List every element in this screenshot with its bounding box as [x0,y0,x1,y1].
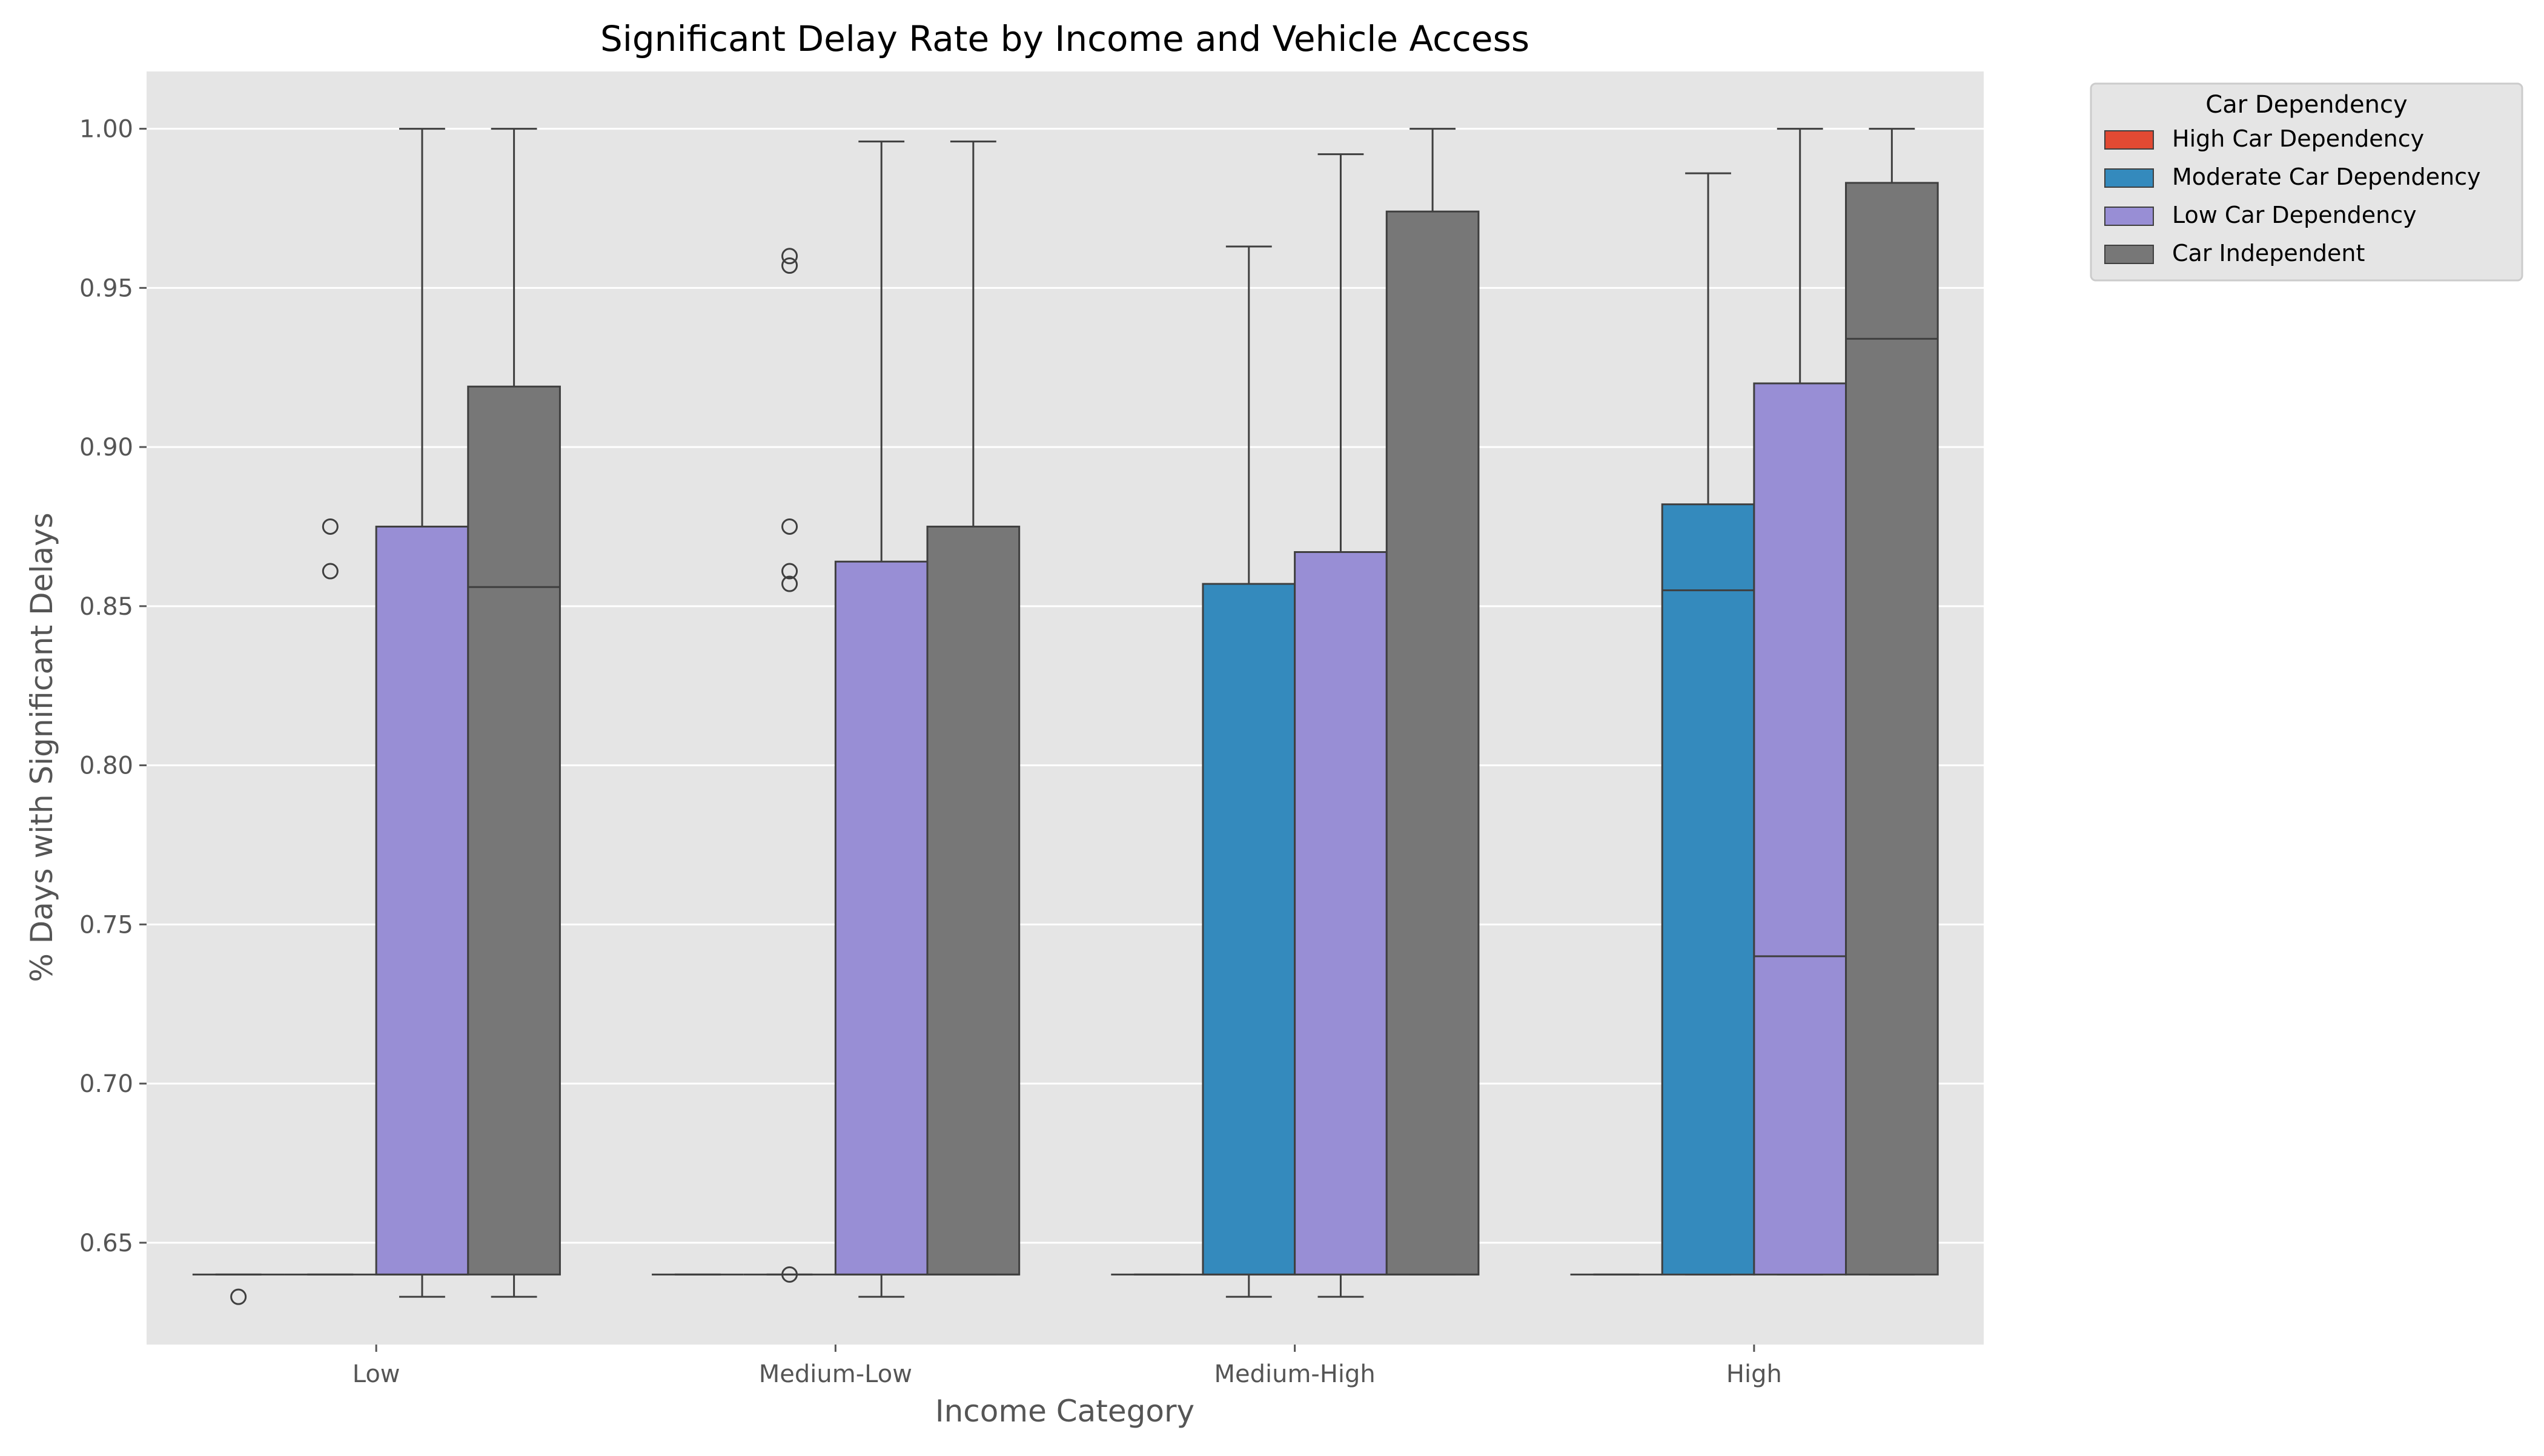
box-plot [1753,128,1847,1276]
box [1202,583,1296,1276]
legend-label: Low Car Dependency [2172,202,2417,228]
legend-frame [2090,82,2523,282]
legend-label: High Car Dependency [2172,125,2424,152]
x-axis-label: Income Category [935,1394,1194,1429]
legend-swatch [2104,168,2154,188]
box-plot [467,128,561,1298]
legend-swatch [2104,207,2154,226]
box-plot [1661,172,1755,1276]
legend-item: High Car Dependency [2104,125,2424,152]
x-tick-label: Low [353,1360,400,1388]
box-plot [375,128,469,1298]
legend: Car Dependency High Car Dependency Modera… [2090,82,2523,282]
y-tick-label: 0.95 [79,274,133,302]
box [1294,551,1388,1276]
chart-title: Significant Delay Rate by Income and Veh… [600,18,1529,59]
y-tick-label: 0.90 [79,434,133,462]
outlier-point [781,1266,798,1283]
x-tick-label: Medium-High [1214,1360,1375,1388]
x-tick-label: Medium-Low [759,1360,912,1388]
legend-label: Car Independent [2172,240,2365,266]
box [1385,210,1480,1276]
outlier-point [781,257,798,274]
box [375,525,469,1276]
legend-label: Moderate Car Dependency [2172,164,2481,190]
legend-swatch [2104,245,2154,264]
y-tick-label: 1.00 [79,116,133,144]
legend-item: Car Independent [2104,240,2365,266]
box-plot [1845,128,1939,1276]
box [1753,382,1847,1276]
y-axis-label: % Days with Significant Delays [24,512,59,982]
box-plot [1294,153,1388,1298]
y-tick-label: 0.80 [79,752,133,780]
box-plots [192,128,1939,1305]
y-tick-label: 0.75 [79,911,133,939]
axis-ticks: 0.65 0.70 0.75 0.80 0.85 0.90 0.95 1.00 Low Mediu… [79,116,1782,1388]
outlier-point [322,563,339,580]
box-plot [1385,128,1480,1276]
outlier-point [781,518,798,535]
legend-item: Low Car Dependency [2104,202,2417,228]
box-plot [284,518,377,1276]
box [1845,182,1939,1276]
box [834,560,929,1276]
legend-swatch [2104,130,2154,150]
outlier-point [230,1288,247,1305]
legend-items: High Car Dependency Moderate Car Dependen… [2104,125,2481,266]
box [926,525,1021,1276]
outlier-point [781,575,798,592]
box [1661,503,1755,1276]
y-tick-label: 0.65 [79,1229,133,1257]
outlier-point [781,563,798,580]
box-plot [192,1273,285,1305]
box-plot [1202,245,1296,1298]
box [467,385,561,1276]
y-tick-label: 0.70 [79,1070,133,1098]
box-plot [743,248,836,1283]
legend-title: Car Dependency [2205,91,2407,119]
outlier-point [781,248,798,265]
box-plot [926,141,1021,1276]
y-tick-label: 0.85 [79,593,133,621]
outlier-point [322,518,339,535]
legend-item: Moderate Car Dependency [2104,164,2481,190]
x-tick-label: High [1726,1360,1782,1388]
box-plot [834,141,929,1298]
